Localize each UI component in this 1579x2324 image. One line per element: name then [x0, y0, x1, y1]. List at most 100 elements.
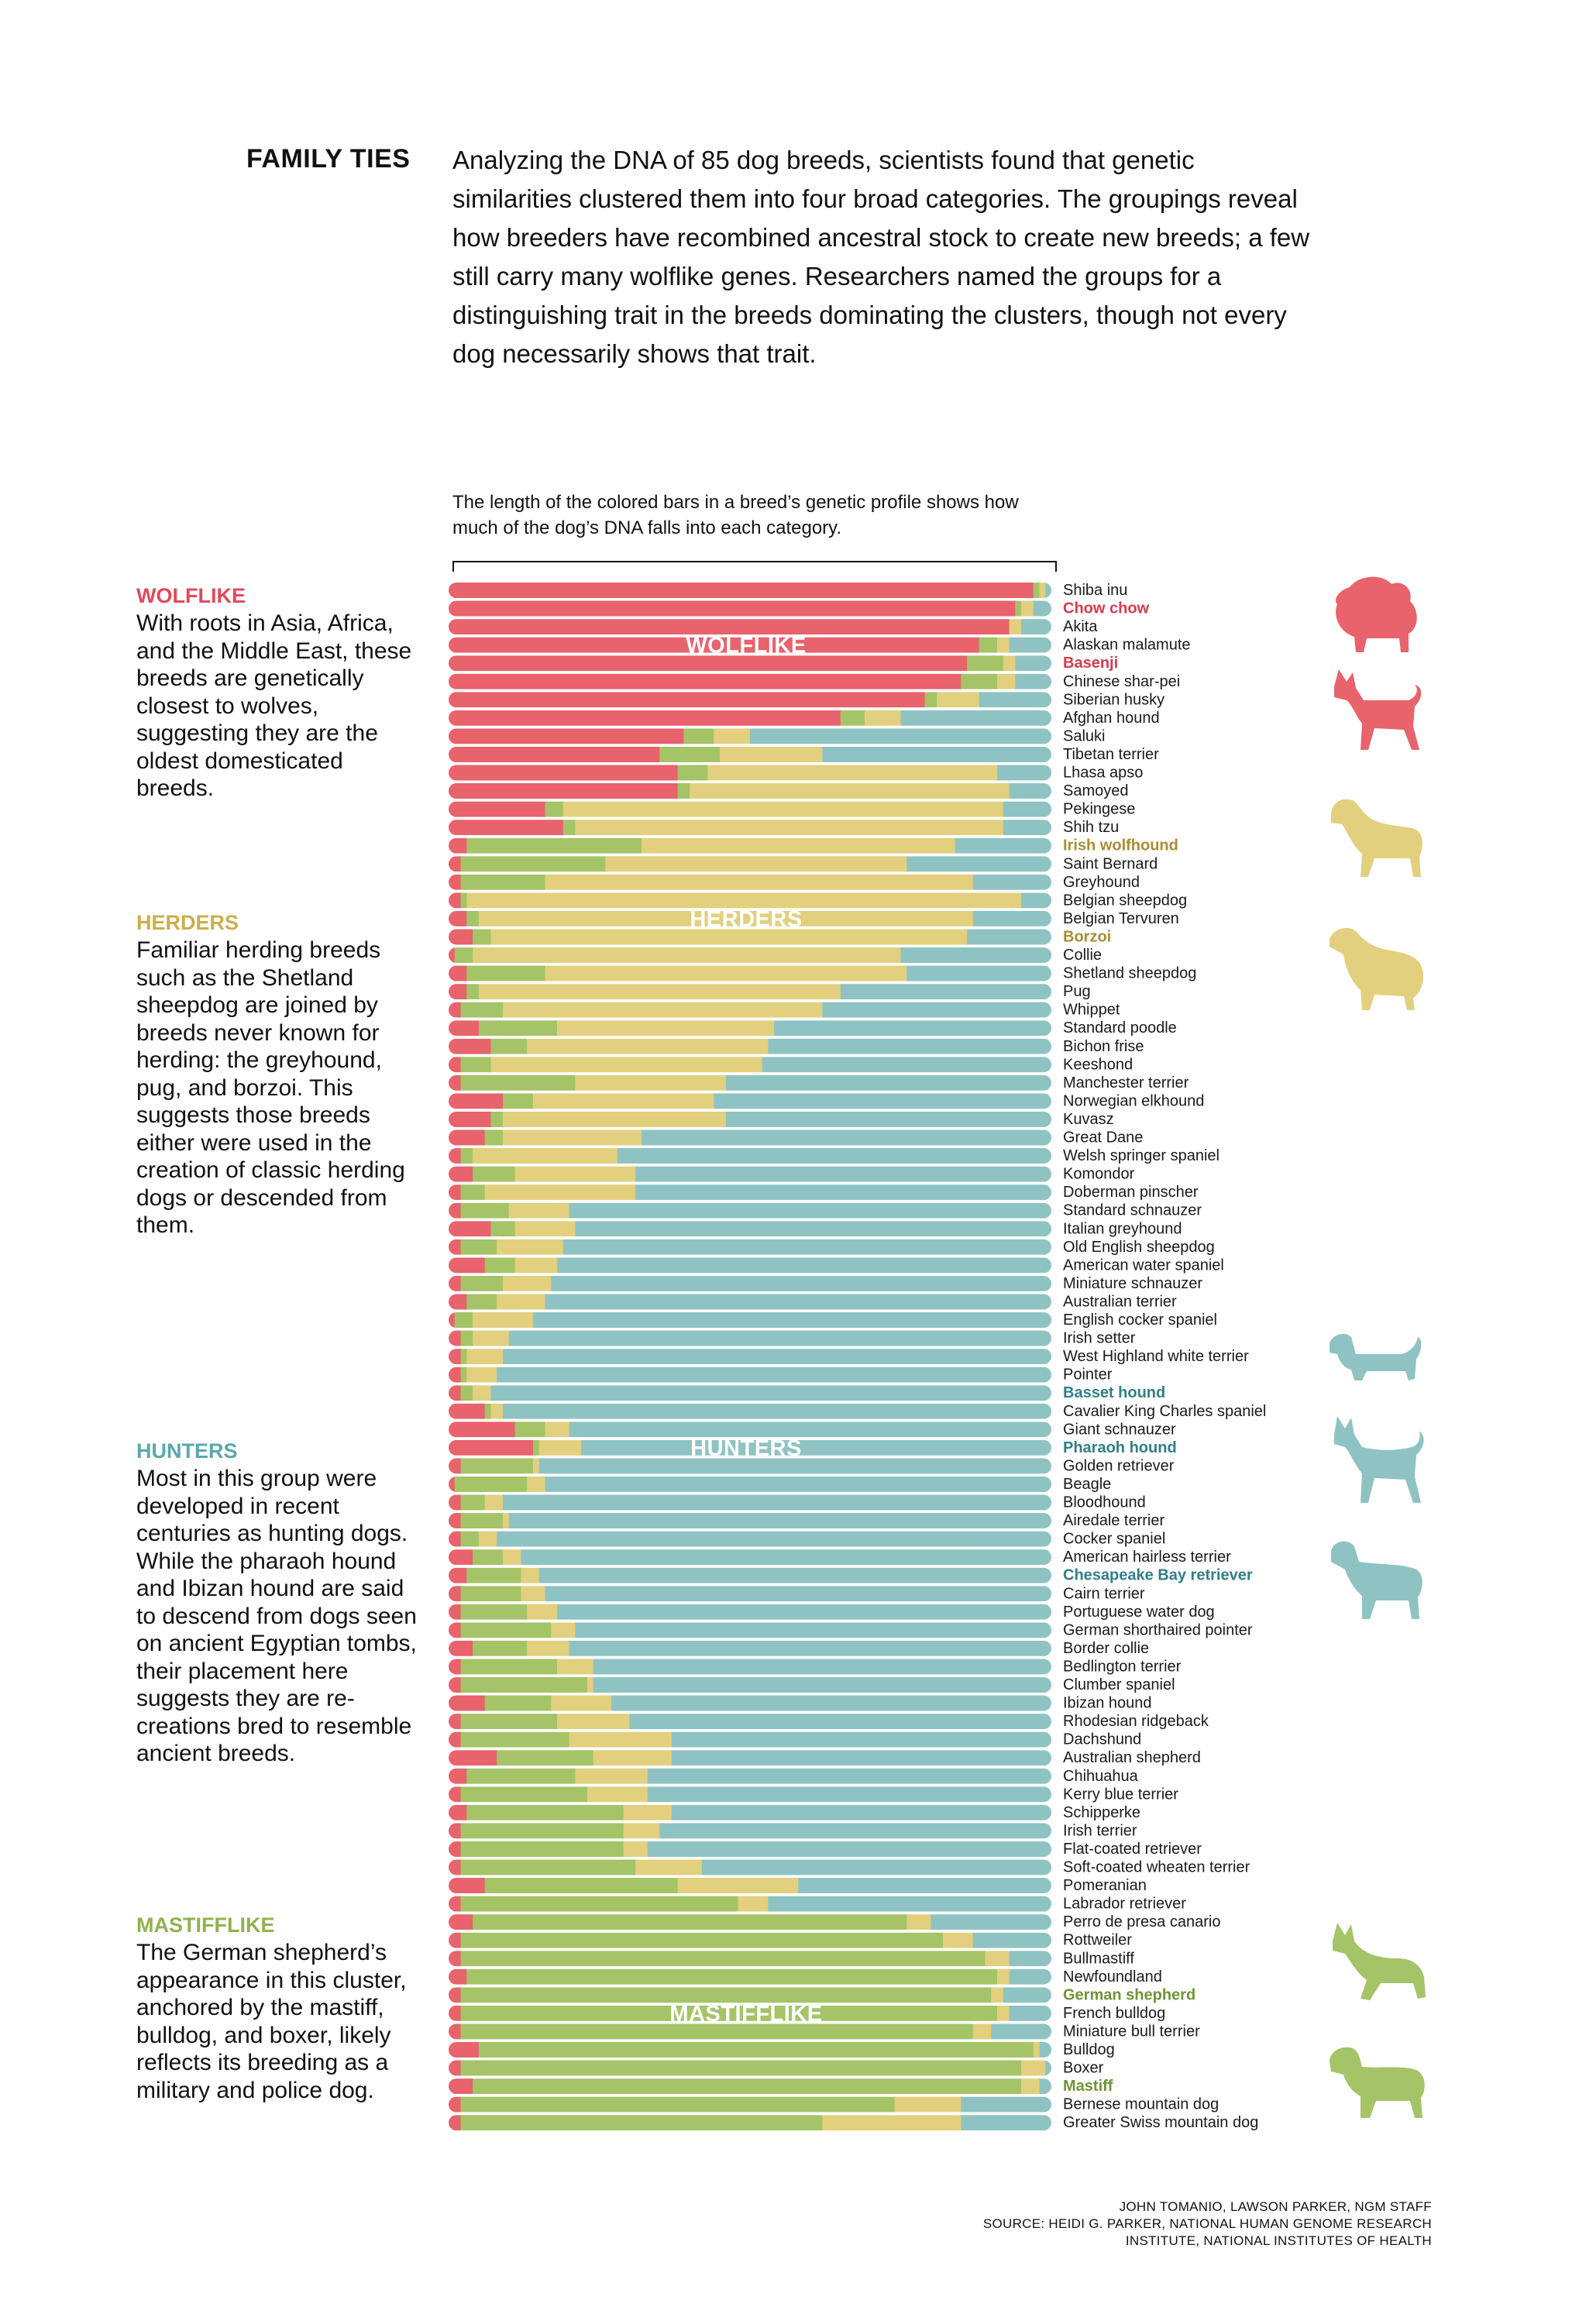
breed-label: Boxer — [1063, 2060, 1104, 2077]
bar-segment-hunters — [1003, 801, 1051, 817]
breed-label: American water spaniel — [1063, 1257, 1224, 1274]
bar-segment-mastifflike — [503, 1093, 534, 1109]
bar-segment-hunters — [611, 1695, 1051, 1711]
bar-segment-hunters — [647, 1786, 1051, 1803]
breed-bar — [449, 1677, 1051, 1693]
bar-segment-hunters — [635, 1184, 1051, 1201]
bar-segment-herders — [490, 1403, 504, 1419]
bar-segment-hunters — [750, 728, 1051, 744]
bar-segment-herders — [490, 1057, 762, 1073]
bar-segment-hunters — [551, 1275, 1051, 1291]
chesapeake-retriever-silhouette-icon — [1331, 1541, 1422, 1619]
breed-bar — [449, 892, 1051, 909]
bar-segment-mastifflike — [490, 1221, 515, 1237]
breed-label: Akita — [1063, 618, 1098, 635]
breed-label: Chow chow — [1063, 600, 1150, 617]
breed-label: Saint Bernard — [1063, 855, 1158, 872]
bar-segment-wolflike — [449, 2023, 461, 2040]
bar-segment-herders — [545, 874, 974, 890]
breed-bar — [449, 965, 1051, 982]
bar-segment-herders — [569, 1731, 673, 1748]
bar-segment-herders — [503, 1111, 727, 1127]
bar-segment-mastifflike — [460, 2096, 896, 2113]
bar-segment-mastifflike — [473, 1914, 907, 1930]
bar-segment-mastifflike — [677, 765, 708, 781]
bar-segment-wolflike — [449, 1841, 461, 1857]
breed-label: Australian shepherd — [1063, 1749, 1201, 1766]
bar-segment-mastifflike — [460, 1184, 486, 1201]
hunters-text: Most in this group were developed in rec… — [136, 1466, 417, 1766]
bar-segment-herders — [623, 1823, 660, 1839]
breed-bar — [449, 1841, 1051, 1857]
bar-segment-hunters — [1009, 637, 1051, 653]
bar-segment-wolflike — [449, 1403, 486, 1419]
breed-label: Kerry blue terrier — [1063, 1786, 1178, 1803]
breed-label: Bernese mountain dog — [1063, 2096, 1219, 2113]
bar-segment-mastifflike — [460, 1239, 497, 1255]
bar-segment-herders — [497, 1239, 564, 1255]
breed-bar — [449, 746, 1051, 762]
bar-segment-mastifflike — [497, 1750, 594, 1766]
bar-segment-mastifflike — [1033, 583, 1040, 598]
bar-segment-hunters — [931, 1914, 1051, 1930]
breed-bar — [449, 1221, 1051, 1237]
band-label-mastifflike: MASTIFFLIKE — [669, 2002, 822, 2027]
bar-segment-wolflike — [449, 1275, 461, 1291]
bar-segment-mastifflike — [460, 1714, 558, 1730]
bar-segment-herders — [532, 1093, 714, 1109]
breed-label: Chihuahua — [1063, 1768, 1139, 1785]
breed-label: Soft-coated wheaten terrier — [1063, 1859, 1250, 1876]
bar-segment-hunters — [900, 710, 1051, 726]
bar-segment-herders — [991, 1987, 1004, 2003]
bar-segment-hunters — [659, 1823, 1051, 1839]
bar-segment-wolflike — [449, 692, 926, 708]
bar-segment-herders — [527, 1640, 569, 1656]
breed-bar — [449, 1567, 1051, 1583]
bar-segment-wolflike — [449, 1640, 473, 1656]
bar-segment-herders — [557, 1020, 775, 1037]
breed-label: Miniature schnauzer — [1063, 1275, 1202, 1292]
bar-segment-mastifflike — [460, 2005, 998, 2021]
bar-segment-herders — [478, 984, 841, 1000]
breed-label: American hairless terrier — [1063, 1549, 1231, 1566]
irish-wolfhound-silhouette-icon — [1331, 799, 1422, 877]
bar-segment-wolflike — [449, 583, 1034, 598]
breed-bar — [449, 1549, 1051, 1566]
breed-label: Collie — [1063, 947, 1102, 964]
breed-label: Irish wolfhound — [1063, 837, 1178, 854]
bar-segment-herders — [545, 1422, 569, 1438]
bar-segment-herders — [635, 1859, 703, 1875]
bar-segment-wolflike — [449, 1987, 461, 2003]
breed-label: Rhodesian ridgeback — [1063, 1713, 1209, 1730]
bar-segment-mastifflike — [924, 692, 937, 708]
bar-segment-hunters — [671, 1804, 1051, 1820]
breed-bar — [449, 1038, 1051, 1054]
bar-segment-wolflike — [449, 1074, 461, 1091]
breed-label: Irish terrier — [1063, 1822, 1137, 1839]
bar-segment-herders — [473, 1312, 534, 1328]
breed-label: West Highland white terrier — [1063, 1348, 1249, 1365]
breed-label: French bulldog — [1063, 2005, 1165, 2022]
bar-segment-hunters — [1045, 583, 1051, 598]
bar-segment-hunters — [906, 965, 1051, 982]
bar-segment-mastifflike — [1015, 600, 1022, 617]
breed-bar — [449, 1586, 1051, 1602]
bar-segment-mastifflike — [460, 1513, 504, 1529]
bar-segment-wolflike — [449, 746, 660, 762]
credit-source: SOURCE: HEIDI G. PARKER, NATIONAL HUMAN … — [982, 2216, 1432, 2231]
bar-segment-hunters — [508, 1513, 1051, 1529]
bar-segment-hunters — [996, 765, 1051, 781]
breed-bar — [449, 1878, 1051, 1894]
bar-segment-wolflike — [449, 2078, 473, 2095]
wolflike-text: With roots in Asia, Africa, and the Midd… — [136, 610, 412, 801]
bar-segment-herders — [972, 2023, 992, 2040]
bar-segment-herders — [1003, 655, 1016, 672]
breed-bar — [449, 1403, 1051, 1419]
breed-label: Standard schnauzer — [1063, 1202, 1202, 1219]
bar-segment-wolflike — [449, 1604, 461, 1620]
breed-bar — [449, 929, 1051, 945]
bar-segment-hunters — [762, 1057, 1051, 1073]
bar-segment-wolflike — [449, 1914, 473, 1930]
bar-segment-mastifflike — [473, 1549, 504, 1566]
bar-segment-hunters — [1039, 2078, 1051, 2095]
